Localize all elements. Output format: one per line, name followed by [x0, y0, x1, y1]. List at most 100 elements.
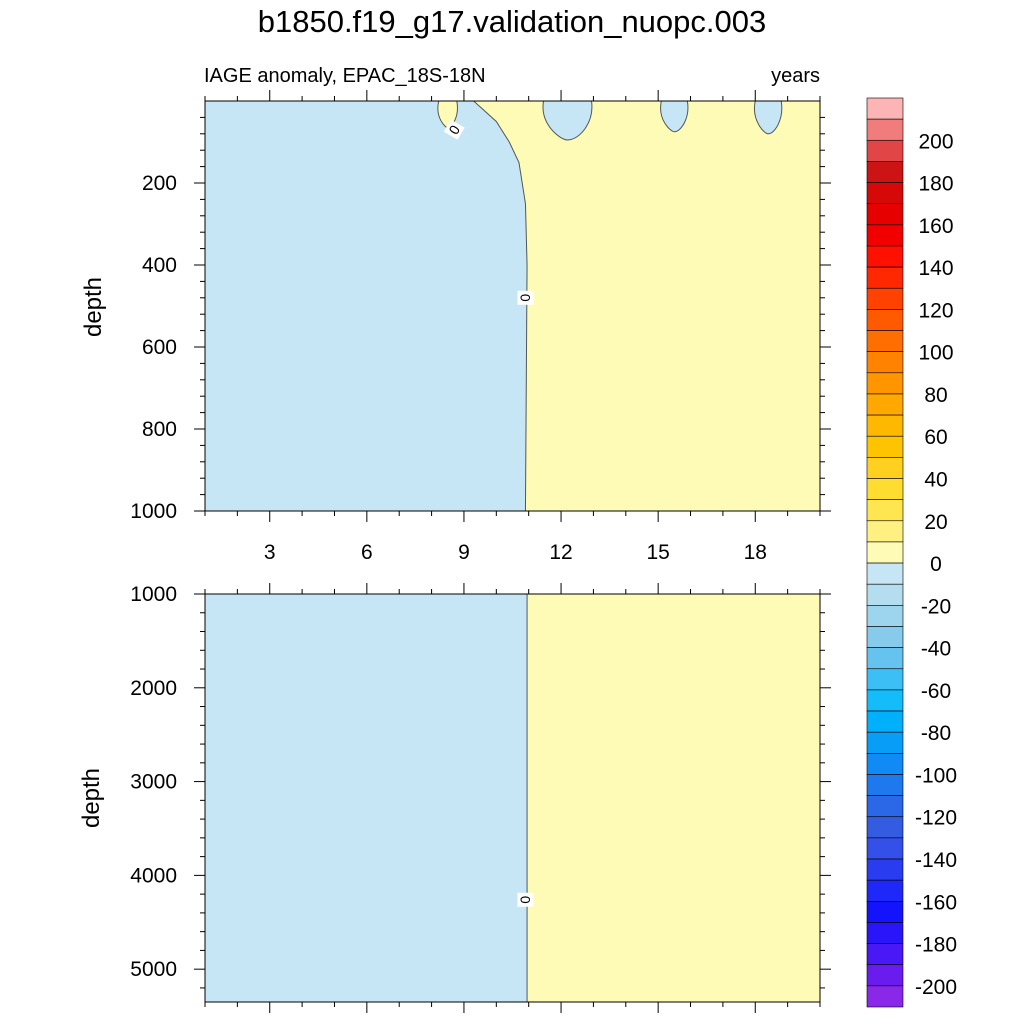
colorbar-swatch: [866, 414, 904, 437]
positive-region: [473, 101, 820, 511]
y-tick-label: 400: [142, 254, 177, 277]
y-tick-label: 600: [142, 336, 177, 359]
chart-title: b1850.f19_g17.validation_nuopc.003: [257, 4, 767, 39]
contour-label: 0: [517, 290, 534, 305]
negative-patch: [753, 100, 783, 135]
colorbar-swatch: [866, 372, 904, 395]
x-tick-label: 15: [646, 541, 669, 564]
colorbar-label: 60: [924, 426, 947, 449]
colorbar-swatch: [866, 816, 904, 839]
y-tick-label: 5000: [130, 958, 177, 981]
x-tick-label: 12: [549, 541, 572, 564]
colorbar-swatch: [866, 435, 904, 458]
colorbar-swatch: [866, 901, 904, 923]
colorbar-label: 200: [918, 130, 953, 153]
colorbar-label: 100: [918, 342, 953, 365]
colorbar-swatch: [866, 520, 904, 543]
colorbar-swatch: [866, 351, 904, 374]
contour-label-text: 0: [517, 896, 533, 904]
colorbar-label: -160: [915, 891, 957, 914]
zero-contour: [473, 100, 528, 512]
subtitle-right: years: [771, 65, 820, 87]
colorbar-label: 40: [924, 469, 947, 492]
x-tick-label: 3: [264, 541, 276, 564]
colorbar-label: -120: [915, 807, 957, 830]
colorbar-swatch: [866, 245, 904, 268]
contour-label: 0: [517, 892, 534, 907]
colorbar-swatch: [866, 795, 904, 818]
x-tick-label: 18: [744, 541, 767, 564]
colorbar-swatch: [866, 224, 904, 247]
colorbar-swatch: [866, 731, 904, 754]
colorbar-swatch: [866, 647, 904, 670]
y-tick-label: 3000: [130, 771, 177, 794]
upper-ylabel: depth: [80, 277, 107, 337]
colorbar-label: -40: [921, 638, 951, 661]
y-tick-label: 4000: [130, 864, 177, 887]
contour-label: 0: [443, 119, 465, 140]
subtitle-left: IAGE anomaly, EPAC_18S-18N: [204, 65, 486, 87]
colorbar-swatch: [866, 97, 904, 120]
colorbar-swatch: [866, 943, 904, 966]
contour-label-text: 0: [517, 294, 533, 302]
colorbar-label: 0: [930, 553, 942, 576]
colorbar-swatch: [866, 139, 904, 162]
upper-frame: [204, 100, 821, 512]
colorbar-swatch: [866, 393, 904, 416]
colorbar-swatch: [866, 753, 904, 775]
colorbar-swatch: [866, 266, 904, 289]
colorbar-swatch: [866, 689, 904, 712]
colorbar-label: -140: [915, 849, 957, 872]
negative-patch: [660, 100, 689, 133]
colorbar-swatch: [866, 985, 904, 1008]
upper-panel: 3 6 9 12 15 18 200 400 600 800 1000 0 0: [130, 90, 831, 564]
colorbar-label: -200: [915, 976, 957, 999]
x-tick-label: 6: [361, 541, 373, 564]
colorbar-label: 120: [918, 299, 953, 322]
y-tick-label: 1000: [130, 500, 177, 523]
colorbar-swatch: [866, 668, 904, 691]
contour-label-bg: [517, 290, 534, 305]
colorbar-swatch: [866, 203, 904, 226]
contour-label-bg: [517, 892, 534, 907]
y-tick-label: 800: [142, 418, 177, 441]
negative-region: [205, 594, 528, 1002]
colorbar-label: -100: [915, 764, 957, 787]
colorbar-label: -60: [921, 680, 951, 703]
y-tick-label: 1000: [130, 583, 177, 606]
colorbar-swatch: [866, 541, 904, 564]
colorbar-label: 80: [924, 384, 947, 407]
colorbar-swatch: [866, 457, 904, 479]
lower-ylabel: depth: [78, 768, 105, 828]
colorbar-swatch: [866, 858, 904, 881]
colorbar-swatch: [866, 964, 904, 987]
colorbar-swatch: [866, 626, 904, 648]
colorbar-swatch: [866, 287, 904, 310]
colorbar-swatch: [866, 879, 904, 902]
colorbar-label: 140: [918, 257, 953, 280]
colorbar-swatch: [866, 583, 904, 606]
negative-patch: [542, 100, 593, 141]
colorbar: 200180160140120100806040200-20-40-60-80-…: [866, 97, 957, 1008]
colorbar-swatch: [866, 478, 904, 500]
colorbar-swatch: [866, 562, 904, 585]
positive-region: [527, 594, 820, 1002]
lower-panel: 1000 2000 3000 4000 5000 0: [130, 583, 831, 1013]
colorbar-swatch: [866, 837, 904, 860]
colorbar-swatch: [866, 161, 904, 183]
colorbar-swatch: [866, 330, 904, 352]
colorbar-label: 180: [918, 173, 953, 196]
colorbar-swatch: [866, 309, 904, 331]
colorbar-swatch: [866, 710, 904, 733]
colorbar-label: -20: [921, 595, 951, 618]
y-tick-label: 2000: [130, 677, 177, 700]
colorbar-swatch: [866, 118, 904, 141]
colorbar-swatch: [866, 605, 904, 627]
lower-frame: [204, 593, 821, 1003]
colorbar-label: -180: [915, 934, 957, 957]
colorbar-label: 20: [924, 511, 947, 534]
colorbar-swatch: [866, 499, 904, 522]
contour-label-bg: [443, 119, 465, 140]
colorbar-swatch: [866, 182, 904, 204]
